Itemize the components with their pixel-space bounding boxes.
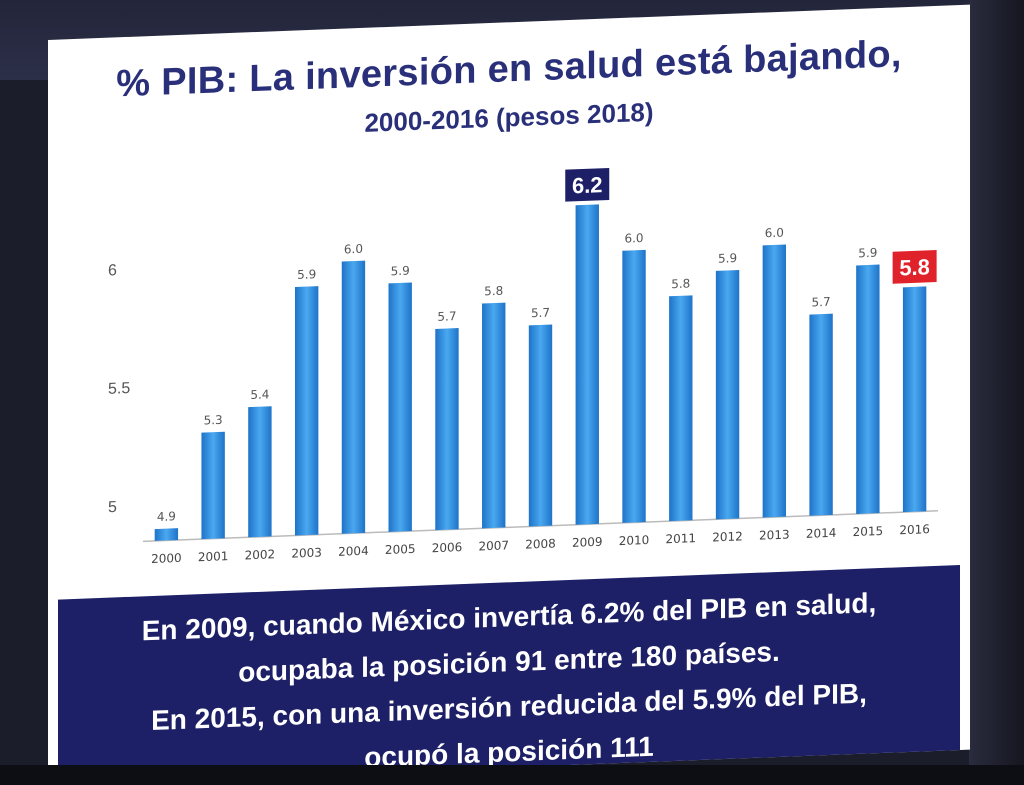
x-tick-label: 2005 bbox=[385, 542, 416, 557]
bar-2014 bbox=[809, 313, 833, 516]
data-label-2002: 5.4 bbox=[250, 387, 269, 402]
x-tick-label: 2007 bbox=[478, 538, 509, 553]
data-label-2003: 5.9 bbox=[297, 267, 316, 282]
data-label-2013: 6.0 bbox=[765, 226, 784, 241]
data-label-2008: 5.7 bbox=[531, 306, 550, 321]
y-tick-label: 6 bbox=[108, 262, 117, 279]
bar-2003 bbox=[294, 286, 319, 536]
bar-2007 bbox=[482, 302, 506, 529]
data-label-2014: 5.7 bbox=[812, 295, 831, 310]
data-label-2000: 4.9 bbox=[157, 509, 176, 524]
bar-2012 bbox=[715, 269, 740, 520]
x-tick-label: 2008 bbox=[525, 536, 556, 551]
highlight-box-2009 bbox=[565, 167, 610, 202]
audience-silhouettes bbox=[0, 765, 1024, 785]
highlight-label-2009: 6.2 bbox=[572, 172, 603, 198]
presentation-slide: % PIB: La inversión en salud está bajand… bbox=[48, 4, 970, 785]
x-tick-label: 2013 bbox=[759, 528, 790, 543]
y-tick-label: 5 bbox=[108, 499, 117, 516]
data-label-2004: 6.0 bbox=[344, 242, 363, 257]
bar-2011 bbox=[669, 295, 693, 522]
bar-2001 bbox=[201, 431, 225, 540]
x-tick-label: 2011 bbox=[666, 531, 697, 546]
bar-2004 bbox=[341, 260, 366, 534]
x-tick-label: 2002 bbox=[245, 547, 276, 562]
background-right bbox=[969, 0, 1024, 785]
bar-2008 bbox=[528, 324, 553, 527]
bar-2002 bbox=[248, 406, 272, 538]
x-axis-line bbox=[143, 510, 938, 543]
bar-2005 bbox=[388, 282, 412, 532]
data-label-2005: 5.9 bbox=[391, 264, 410, 279]
x-tick-label: 2014 bbox=[806, 526, 837, 541]
x-tick-label: 2003 bbox=[291, 545, 322, 560]
x-tick-label: 2010 bbox=[619, 533, 650, 548]
bar-2015 bbox=[856, 264, 880, 514]
bar-2006 bbox=[435, 328, 459, 531]
bar-2013 bbox=[762, 244, 787, 518]
x-tick-label: 2009 bbox=[572, 535, 603, 550]
x-tick-label: 2015 bbox=[853, 524, 884, 539]
highlight-label-2016: 5.8 bbox=[899, 254, 930, 280]
info-banner: En 2009, cuando México invertía 6.2% del… bbox=[58, 564, 960, 785]
bar-chart: 5 5.5 6 2000 4.9 2001 5.3 2002 5.4 2003 5.9 2004 6.0… bbox=[108, 167, 938, 566]
highlight-box-2016 bbox=[892, 250, 937, 284]
x-tick-label: 2001 bbox=[198, 549, 229, 564]
data-label-2012: 5.9 bbox=[718, 251, 737, 266]
bar-2000 bbox=[154, 528, 179, 541]
x-tick-label: 2000 bbox=[151, 551, 182, 566]
bar-2009 bbox=[575, 204, 599, 525]
x-tick-label: 2004 bbox=[338, 544, 369, 559]
bar-2016 bbox=[902, 286, 927, 513]
bar-2010 bbox=[622, 249, 646, 523]
data-label-2006: 5.7 bbox=[437, 309, 456, 324]
x-tick-label: 2006 bbox=[432, 540, 463, 555]
data-label-2007: 5.8 bbox=[484, 284, 503, 299]
x-tick-label: 2012 bbox=[712, 529, 743, 544]
x-tick-label: 2016 bbox=[899, 522, 930, 537]
y-tick-label: 5.5 bbox=[108, 380, 130, 398]
data-label-2010: 6.0 bbox=[624, 231, 643, 246]
data-label-2015: 5.9 bbox=[858, 246, 877, 261]
data-label-2011: 5.8 bbox=[671, 276, 690, 291]
data-label-2001: 5.3 bbox=[204, 413, 223, 428]
